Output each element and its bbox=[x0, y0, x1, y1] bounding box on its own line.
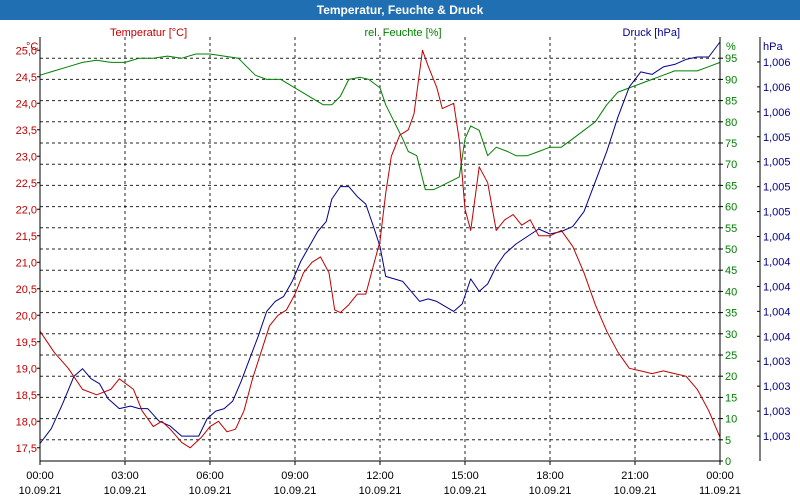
temperature-axis-label: Temperatur [°C] bbox=[110, 27, 187, 39]
temperature-tick-label: 22,5 bbox=[16, 178, 37, 190]
gridlines bbox=[40, 37, 720, 461]
humidity-tick-label: 50 bbox=[725, 244, 737, 256]
temperature-tick-label: 18,0 bbox=[16, 416, 37, 428]
humidity-axis-label: rel. Feuchte [%] bbox=[364, 27, 441, 39]
date-tick-label: 10.09.21 bbox=[274, 485, 317, 497]
temperature-tick-label: 23,5 bbox=[16, 125, 37, 137]
humidity-tick-label: 40 bbox=[725, 286, 737, 298]
pressure-tick-label: 1,006 bbox=[763, 107, 791, 119]
humidity-tick-label: 65 bbox=[725, 180, 737, 192]
humidity-line bbox=[39, 53, 721, 191]
humidity-tick-label: 60 bbox=[725, 202, 737, 214]
time-tick-label: 15:00 bbox=[451, 470, 479, 482]
temperature-tick-label: 24,0 bbox=[16, 98, 37, 110]
pressure-tick-label: 1,003 bbox=[763, 381, 791, 393]
pressure-tick-label: 1,005 bbox=[763, 182, 791, 194]
pressure-unit: hPa bbox=[763, 41, 783, 53]
temperature-tick-label: 20,5 bbox=[16, 284, 37, 296]
pressure-tick-label: 1,004 bbox=[763, 256, 791, 268]
pressure-tick-label: 1,004 bbox=[763, 232, 791, 244]
time-tick-label: 06:00 bbox=[196, 470, 224, 482]
pressure-tick-label: 1,004 bbox=[763, 306, 791, 318]
time-tick-label: 21:00 bbox=[621, 470, 649, 482]
time-tick-label: 00:00 bbox=[706, 470, 734, 482]
time-tick-label: 00:00 bbox=[26, 470, 54, 482]
temperature-tick-label: 23,0 bbox=[16, 151, 37, 163]
pressure-tick-label: 1,006 bbox=[763, 57, 791, 69]
time-tick-label: 18:00 bbox=[536, 470, 564, 482]
date-tick-label: 10.09.21 bbox=[529, 485, 572, 497]
chart-canvas: 17,5 18,0 18,5 19,0 19,5 20,0 20,5 21,0 21,5 22,0… bbox=[16, 27, 791, 497]
temperature-tick-label: 25,0 bbox=[16, 45, 37, 57]
temperature-tick-label: 19,5 bbox=[16, 337, 37, 349]
humidity-tick-label: 10 bbox=[725, 414, 737, 426]
pressure-tick-label: 1,004 bbox=[763, 281, 791, 293]
temperature-axis: 17,5 18,0 18,5 19,0 19,5 20,0 20,5 21,0 21,5 22,0… bbox=[16, 45, 40, 455]
humidity-tick-label: 70 bbox=[725, 159, 737, 171]
temperature-tick-label: 17,5 bbox=[16, 443, 37, 455]
humidity-tick-label: 20 bbox=[725, 371, 737, 383]
humidity-tick-label: 25 bbox=[725, 350, 737, 362]
time-tick-label: 03:00 bbox=[111, 470, 139, 482]
date-tick-label: 10.09.21 bbox=[614, 485, 657, 497]
temperature-tick-label: 18,5 bbox=[16, 390, 37, 402]
pressure-axis: 1,003 1,003 1,003 1,003 1,004 1,004 1,004 1,004… bbox=[757, 57, 791, 443]
pressure-tick-label: 1,003 bbox=[763, 406, 791, 418]
humidity-axis: 0 5 10 15 20 25 30 35 40 45 50 55 60 65 70 75 80 85 90 95 bbox=[720, 53, 737, 468]
chart-title: Temperatur, Feuchte & Druck bbox=[0, 0, 800, 20]
temperature-tick-label: 22,0 bbox=[16, 204, 37, 216]
humidity-tick-label: 80 bbox=[725, 117, 737, 129]
date-tick-label: 11.09.21 bbox=[699, 485, 741, 497]
pressure-axis-label: Druck [hPa] bbox=[623, 27, 680, 39]
humidity-tick-label: 45 bbox=[725, 265, 737, 277]
humidity-tick-label: 90 bbox=[725, 74, 737, 86]
temperature-line bbox=[39, 49, 721, 449]
pressure-tick-label: 1,005 bbox=[763, 207, 791, 219]
humidity-tick-label: 75 bbox=[725, 138, 737, 150]
pressure-tick-label: 1,003 bbox=[763, 356, 791, 368]
pressure-tick-label: 1,004 bbox=[763, 331, 791, 343]
pressure-tick-label: 1,005 bbox=[763, 157, 791, 169]
humidity-tick-label: 95 bbox=[725, 53, 737, 65]
pressure-tick-label: 1,006 bbox=[763, 82, 791, 94]
humidity-tick-label: 30 bbox=[725, 329, 737, 341]
date-tick-label: 10.09.21 bbox=[19, 485, 62, 497]
pressure-tick-label: 1,003 bbox=[763, 431, 791, 443]
temperature-tick-label: 20,0 bbox=[16, 310, 37, 322]
humidity-tick-label: 55 bbox=[725, 223, 737, 235]
humidity-tick-label: 35 bbox=[725, 308, 737, 320]
humidity-tick-label: 0 bbox=[725, 456, 731, 468]
time-tick-label: 09:00 bbox=[281, 470, 309, 482]
humidity-tick-label: 85 bbox=[725, 96, 737, 108]
pressure-line bbox=[39, 41, 721, 444]
humidity-tick-label: 15 bbox=[725, 392, 737, 404]
date-tick-label: 10.09.21 bbox=[359, 485, 402, 497]
pressure-tick-label: 1,005 bbox=[763, 132, 791, 144]
time-tick-label: 12:00 bbox=[366, 470, 394, 482]
date-tick-label: 10.09.21 bbox=[189, 485, 232, 497]
humidity-tick-label: 5 bbox=[725, 435, 731, 447]
time-axis: 00:00 10.09.21 03:00 10.09.21 06:00 10.09.21 0… bbox=[19, 461, 741, 497]
temperature-tick-label: 19,0 bbox=[16, 363, 37, 375]
temperature-tick-label: 21,5 bbox=[16, 231, 37, 243]
series-layer bbox=[39, 41, 721, 449]
date-tick-label: 10.09.21 bbox=[444, 485, 487, 497]
temperature-unit: °C bbox=[26, 41, 38, 53]
temperature-tick-label: 21,0 bbox=[16, 257, 37, 269]
date-tick-label: 10.09.21 bbox=[104, 485, 147, 497]
temperature-tick-label: 24,5 bbox=[16, 72, 37, 84]
humidity-unit: % bbox=[726, 41, 736, 53]
